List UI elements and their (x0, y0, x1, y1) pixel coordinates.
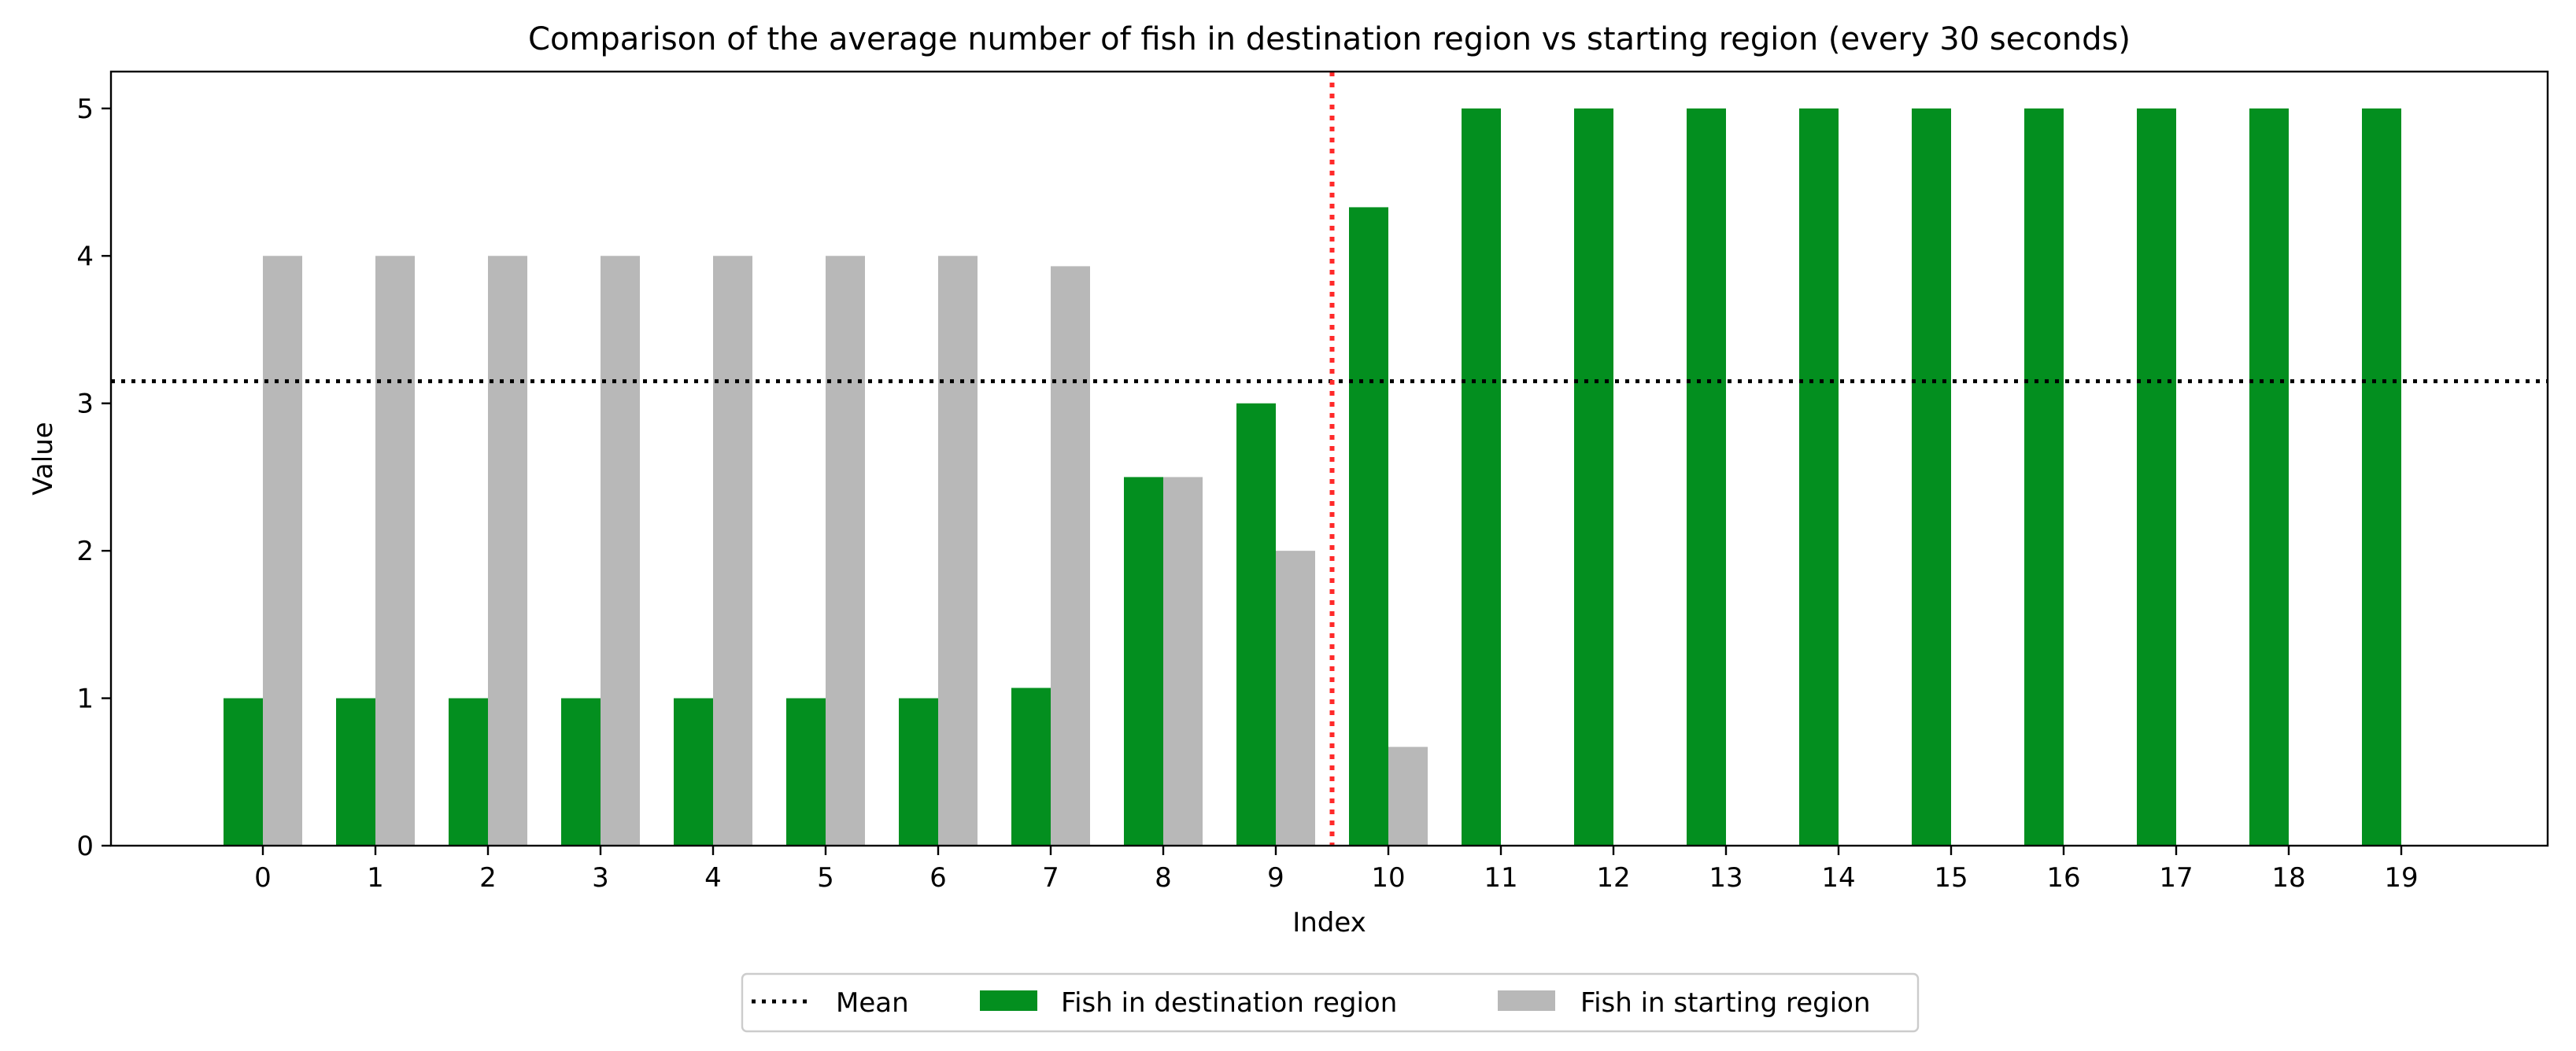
y-tick-label-4: 4 (76, 241, 94, 272)
x-tick-label-9: 9 (1267, 862, 1284, 894)
starting-bar-2 (488, 256, 527, 846)
destination-bar-3 (561, 698, 601, 846)
x-tick-label-13: 13 (1709, 862, 1743, 894)
destination-bar-1 (336, 698, 375, 846)
x-tick-label-11: 11 (1484, 862, 1517, 894)
bars (224, 108, 2401, 846)
x-tick-label-3: 3 (592, 862, 609, 894)
legend-starting-swatch (1498, 990, 1555, 1011)
x-axis-label: Index (1292, 907, 1366, 939)
destination-bar-4 (674, 698, 713, 846)
x-tick-label-6: 6 (930, 862, 947, 894)
starting-bar-5 (826, 256, 865, 846)
starting-bar-1 (375, 256, 415, 846)
x-tick-label-2: 2 (479, 862, 497, 894)
starting-bar-7 (1051, 266, 1090, 846)
x-tick-label-7: 7 (1042, 862, 1059, 894)
x-tick-label-18: 18 (2271, 862, 2305, 894)
x-tick-label-19: 19 (2384, 862, 2418, 894)
destination-bar-10 (1349, 207, 1388, 846)
destination-bar-6 (899, 698, 938, 846)
starting-bar-10 (1388, 747, 1428, 846)
destination-bar-17 (2137, 108, 2176, 846)
destination-bar-14 (1799, 108, 1839, 846)
chart-title: Comparison of the average number of fish… (528, 21, 2131, 57)
destination-bar-5 (786, 698, 826, 846)
destination-bar-11 (1462, 108, 1501, 846)
starting-bar-8 (1163, 477, 1203, 846)
destination-bar-2 (449, 698, 488, 846)
starting-bar-4 (713, 256, 752, 846)
x-tick-label-4: 4 (704, 862, 722, 894)
x-tick-label-0: 0 (254, 862, 272, 894)
y-tick-label-0: 0 (76, 831, 94, 862)
y-axis-label: Value (28, 422, 59, 495)
x-tick-label-8: 8 (1155, 862, 1172, 894)
legend-mean-label: Mean (836, 987, 909, 1019)
destination-bar-0 (224, 698, 263, 846)
legend-frame (741, 972, 1920, 1033)
destination-bar-12 (1574, 108, 1613, 846)
y-tick-label-5: 5 (76, 94, 94, 125)
legend-destination-label: Fish in destination region (1061, 987, 1397, 1019)
destination-bar-19 (2362, 108, 2401, 846)
x-tick-label-14: 14 (1821, 862, 1855, 894)
starting-bar-6 (938, 256, 978, 846)
y-axis: 0 1 2 3 4 5 (76, 94, 111, 862)
x-axis: 0 1 2 3 4 5 6 7 8 9 10 11 12 13 14 15 16 17 18 19 (254, 846, 2419, 894)
x-tick-label-12: 12 (1596, 862, 1630, 894)
x-tick-label-16: 16 (2046, 862, 2080, 894)
y-tick-label-3: 3 (76, 389, 94, 420)
x-tick-label-15: 15 (1934, 862, 1968, 894)
x-tick-label-5: 5 (817, 862, 834, 894)
destination-bar-7 (1011, 688, 1051, 846)
y-tick-label-1: 1 (76, 684, 94, 715)
starting-bar-9 (1276, 551, 1315, 846)
starting-bar-3 (601, 256, 640, 846)
legend: Mean Fish in destination region Fish in … (741, 972, 1920, 1033)
legend-starting-label: Fish in starting region (1580, 987, 1871, 1019)
destination-bar-13 (1687, 108, 1726, 846)
starting-bar-0 (263, 256, 302, 846)
x-tick-label-1: 1 (367, 862, 384, 894)
destination-bar-16 (2024, 108, 2064, 846)
destination-bar-18 (2249, 108, 2289, 846)
x-tick-label-17: 17 (2159, 862, 2193, 894)
legend-destination-swatch (980, 990, 1037, 1011)
destination-bar-8 (1124, 477, 1163, 846)
plot-frame (109, 70, 2549, 847)
y-tick-label-2: 2 (76, 536, 94, 567)
destination-bar-15 (1912, 108, 1951, 846)
x-tick-label-10: 10 (1371, 862, 1405, 894)
destination-bar-9 (1236, 403, 1276, 846)
